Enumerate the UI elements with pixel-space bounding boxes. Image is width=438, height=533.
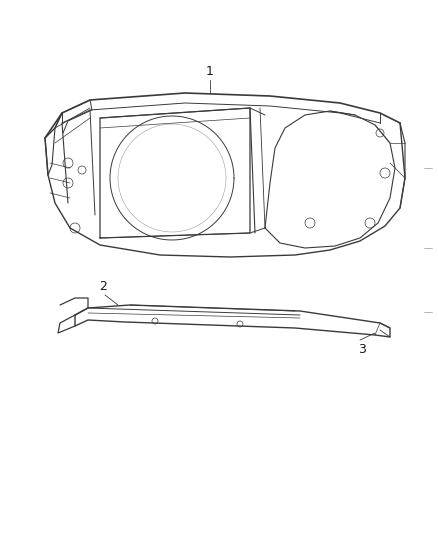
Text: 3: 3: [358, 343, 366, 356]
Text: 2: 2: [99, 280, 107, 293]
Text: 1: 1: [206, 65, 214, 78]
